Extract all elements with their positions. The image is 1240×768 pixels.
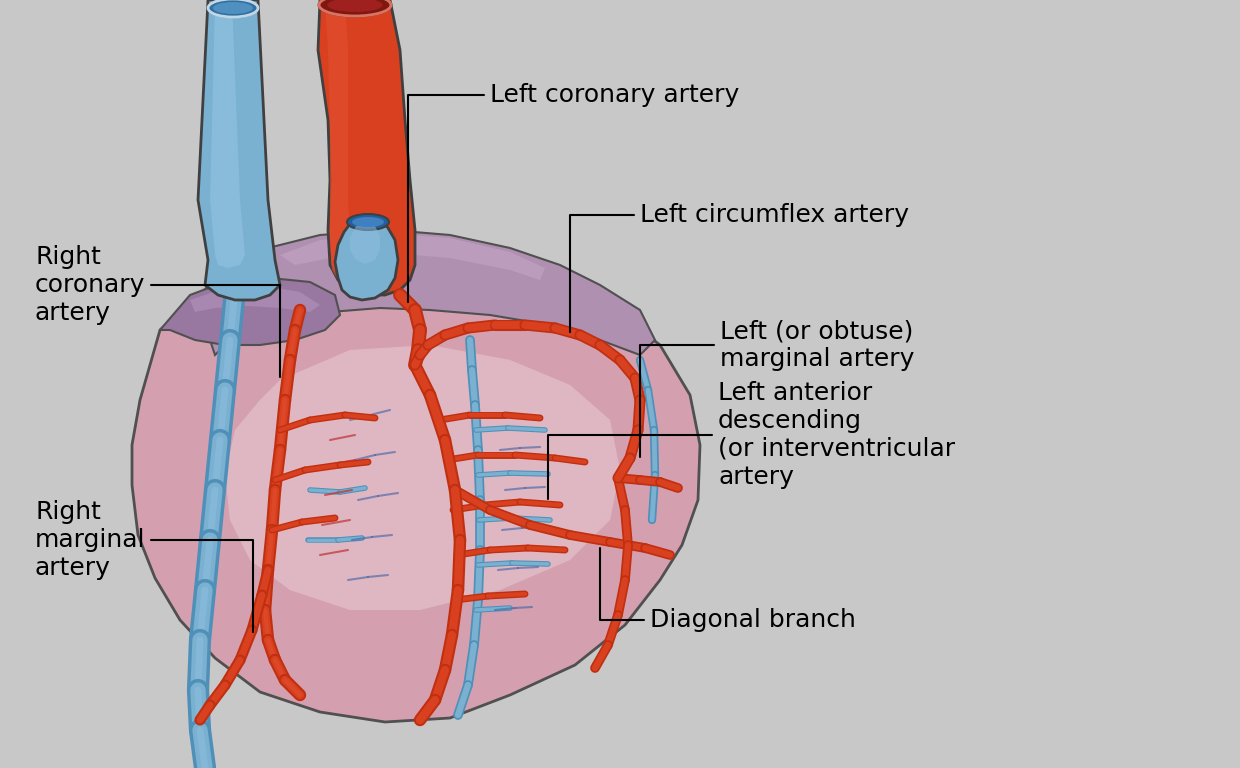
Text: Diagonal branch: Diagonal branch [600, 548, 856, 632]
Ellipse shape [352, 217, 384, 227]
Polygon shape [280, 233, 546, 280]
Polygon shape [335, 215, 398, 300]
Text: Left circumflex artery: Left circumflex artery [570, 203, 909, 333]
Polygon shape [317, 0, 415, 295]
Text: Right
coronary
artery: Right coronary artery [35, 245, 280, 377]
Polygon shape [210, 230, 655, 355]
Polygon shape [210, 0, 246, 268]
Polygon shape [350, 222, 379, 264]
Text: Right
marginal
artery: Right marginal artery [35, 500, 253, 632]
Text: Left anterior
descending
(or interventricular
artery: Left anterior descending (or interventri… [548, 381, 955, 499]
Ellipse shape [208, 0, 258, 17]
Polygon shape [190, 286, 320, 312]
Polygon shape [224, 345, 620, 610]
Polygon shape [325, 0, 350, 280]
Polygon shape [198, 0, 280, 300]
Ellipse shape [347, 214, 389, 230]
Ellipse shape [327, 0, 382, 12]
Text: Left coronary artery: Left coronary artery [408, 83, 739, 303]
Polygon shape [131, 258, 701, 722]
Ellipse shape [213, 2, 253, 14]
Text: Left (or obtuse)
marginal artery: Left (or obtuse) marginal artery [640, 319, 914, 457]
Ellipse shape [319, 0, 391, 16]
Polygon shape [160, 278, 340, 345]
